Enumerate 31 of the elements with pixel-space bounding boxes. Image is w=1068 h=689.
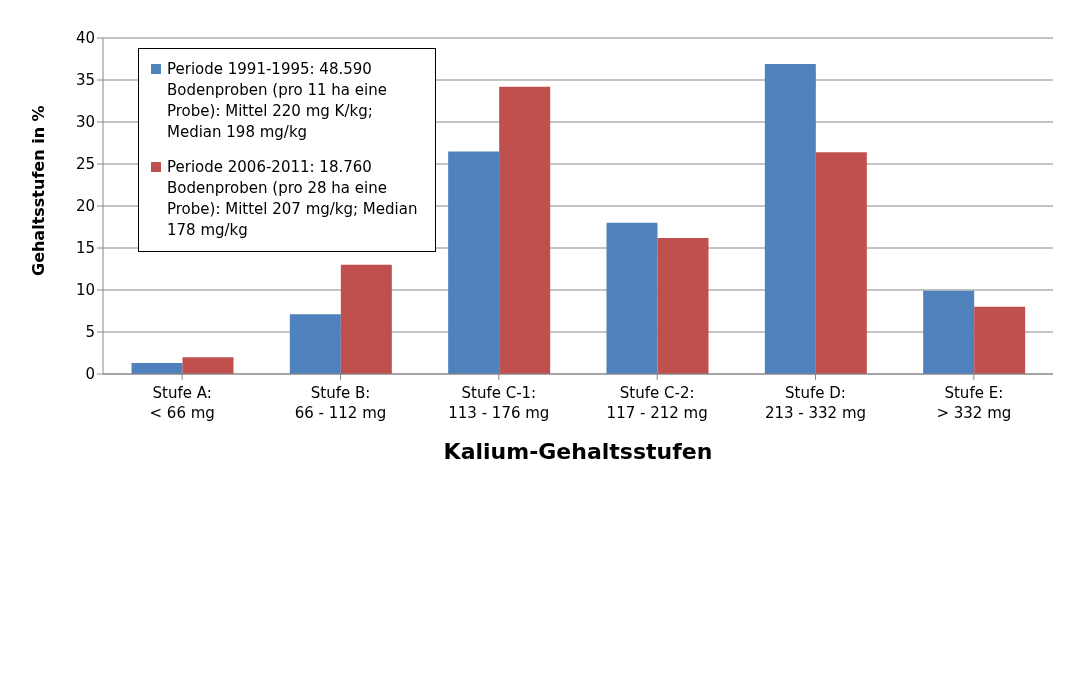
bar [448, 151, 500, 374]
y-tick-label: 40 [75, 29, 95, 48]
bar [923, 290, 975, 374]
x-tick-label: Stufe D: 213 - 332 mg [764, 384, 867, 422]
bar [974, 306, 1026, 374]
bar [340, 264, 392, 374]
bar [764, 64, 816, 374]
legend-label: Periode 1991-1995: 48.590 Bodenproben (pro 11 ha eine Probe): Mittel 220 mg K/kg; Median 198 mg/kg [167, 59, 388, 143]
x-tick-label: Stufe E: > 332 mg [936, 384, 1012, 422]
bar [289, 314, 341, 374]
y-tick-label: 20 [75, 197, 95, 216]
bar [657, 237, 709, 374]
y-tick-label: 0 [85, 365, 95, 384]
legend-label: Periode 2006-2011: 18.760 Bodenproben (pro 28 ha eine Probe): Mittel 207 mg/kg; Median 178 mg/kg [167, 157, 419, 241]
x-tick-label: Stufe C-2: 117 - 212 mg [606, 384, 708, 422]
bar [606, 222, 658, 374]
x-tick-label: Stufe A: < 66 mg [149, 384, 215, 422]
bar [499, 86, 551, 374]
x-axis-title: Kalium-Gehaltsstufen [443, 439, 713, 464]
y-tick-label: 35 [75, 71, 95, 90]
y-tick-label: 25 [75, 155, 95, 174]
bar [131, 363, 183, 374]
y-tick-label: 15 [75, 239, 95, 258]
y-tick-label: 10 [75, 281, 95, 300]
bar [182, 357, 234, 374]
x-tick-label: Stufe B: 66 - 112 mg [294, 384, 387, 422]
y-tick-label: 5 [85, 323, 95, 342]
y-axis-title: Gehaltsstufen in % [28, 105, 48, 276]
y-tick-label: 30 [75, 113, 95, 132]
bar [815, 152, 867, 374]
x-tick-label: Stufe C-1: 113 - 176 mg [448, 384, 550, 422]
